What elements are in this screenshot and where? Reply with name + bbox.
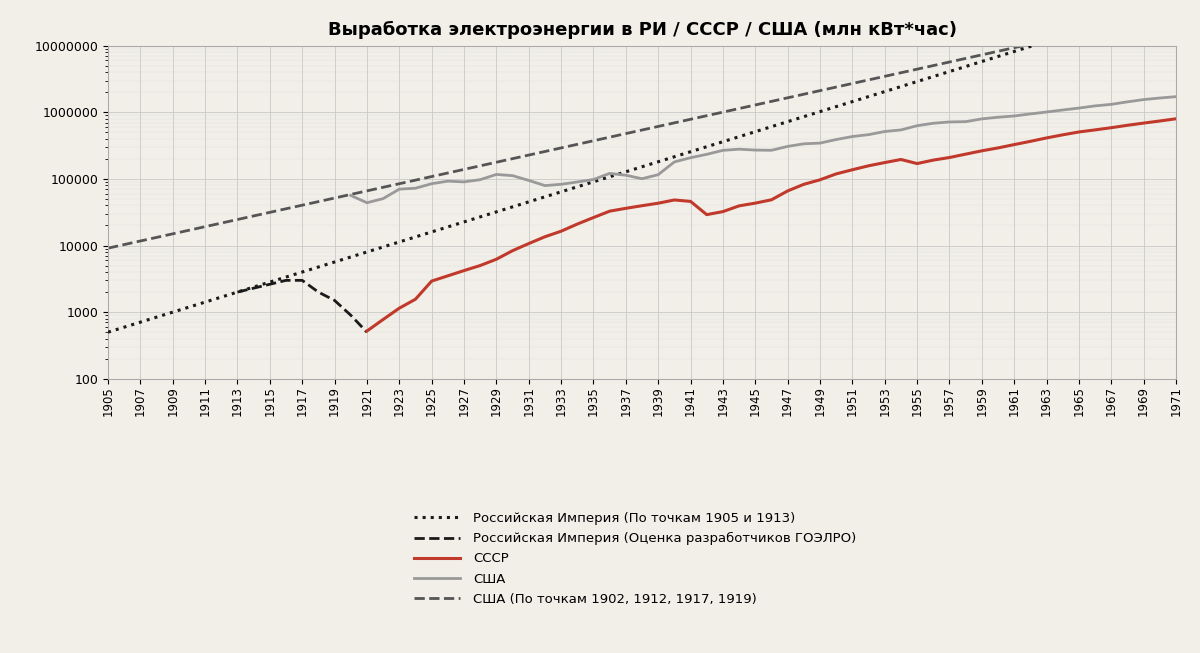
Legend: Российская Империя (По точкам 1905 и 1913), Российская Империя (Оценка разработч: Российская Империя (По точкам 1905 и 191… [414, 512, 857, 606]
Title: Выработка электроэнергии в РИ / СССР / США (млн кВт*час): Выработка электроэнергии в РИ / СССР / С… [328, 20, 956, 39]
